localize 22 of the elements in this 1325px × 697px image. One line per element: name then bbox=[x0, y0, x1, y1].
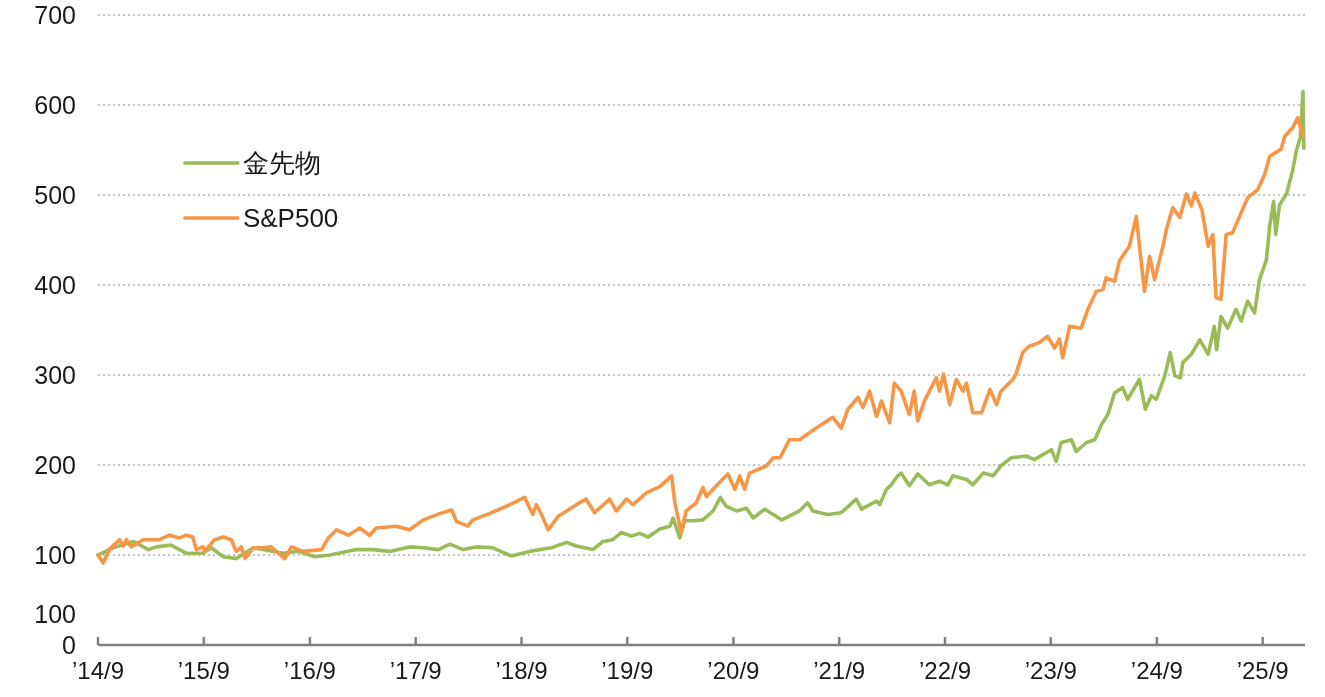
y-tick-label: 300 bbox=[34, 361, 76, 389]
x-tick-label: ’19/9 bbox=[601, 657, 654, 684]
x-tick-label: ’25/9 bbox=[1236, 657, 1289, 684]
x-tick-label: ’24/9 bbox=[1130, 657, 1183, 684]
y-tick-label: 400 bbox=[34, 271, 76, 299]
x-tick-label: ’14/9 bbox=[71, 657, 125, 684]
legend-label: 金先物 bbox=[242, 148, 321, 179]
y-tick-label: 600 bbox=[34, 91, 76, 119]
x-tick-label: ’17/9 bbox=[389, 657, 442, 684]
y-tick-label: 200 bbox=[34, 451, 76, 479]
x-tick-label: ’16/9 bbox=[283, 657, 336, 684]
y-tick-label: 700 bbox=[34, 1, 76, 29]
legend-label: S&P500 bbox=[242, 203, 339, 234]
x-tick-label: ’22/9 bbox=[918, 657, 972, 684]
x-tick-label: ’21/9 bbox=[813, 657, 866, 684]
x-tick-label: ’20/9 bbox=[707, 657, 760, 684]
x-tick-label: ’15/9 bbox=[177, 657, 230, 684]
x-tick-label: ’23/9 bbox=[1024, 657, 1077, 684]
y-tick-label: 100 0 bbox=[34, 600, 76, 659]
x-tick-label: ’18/9 bbox=[495, 657, 548, 684]
y-tick-label: 100 bbox=[34, 541, 76, 569]
y-tick-label: 500 bbox=[34, 181, 76, 209]
